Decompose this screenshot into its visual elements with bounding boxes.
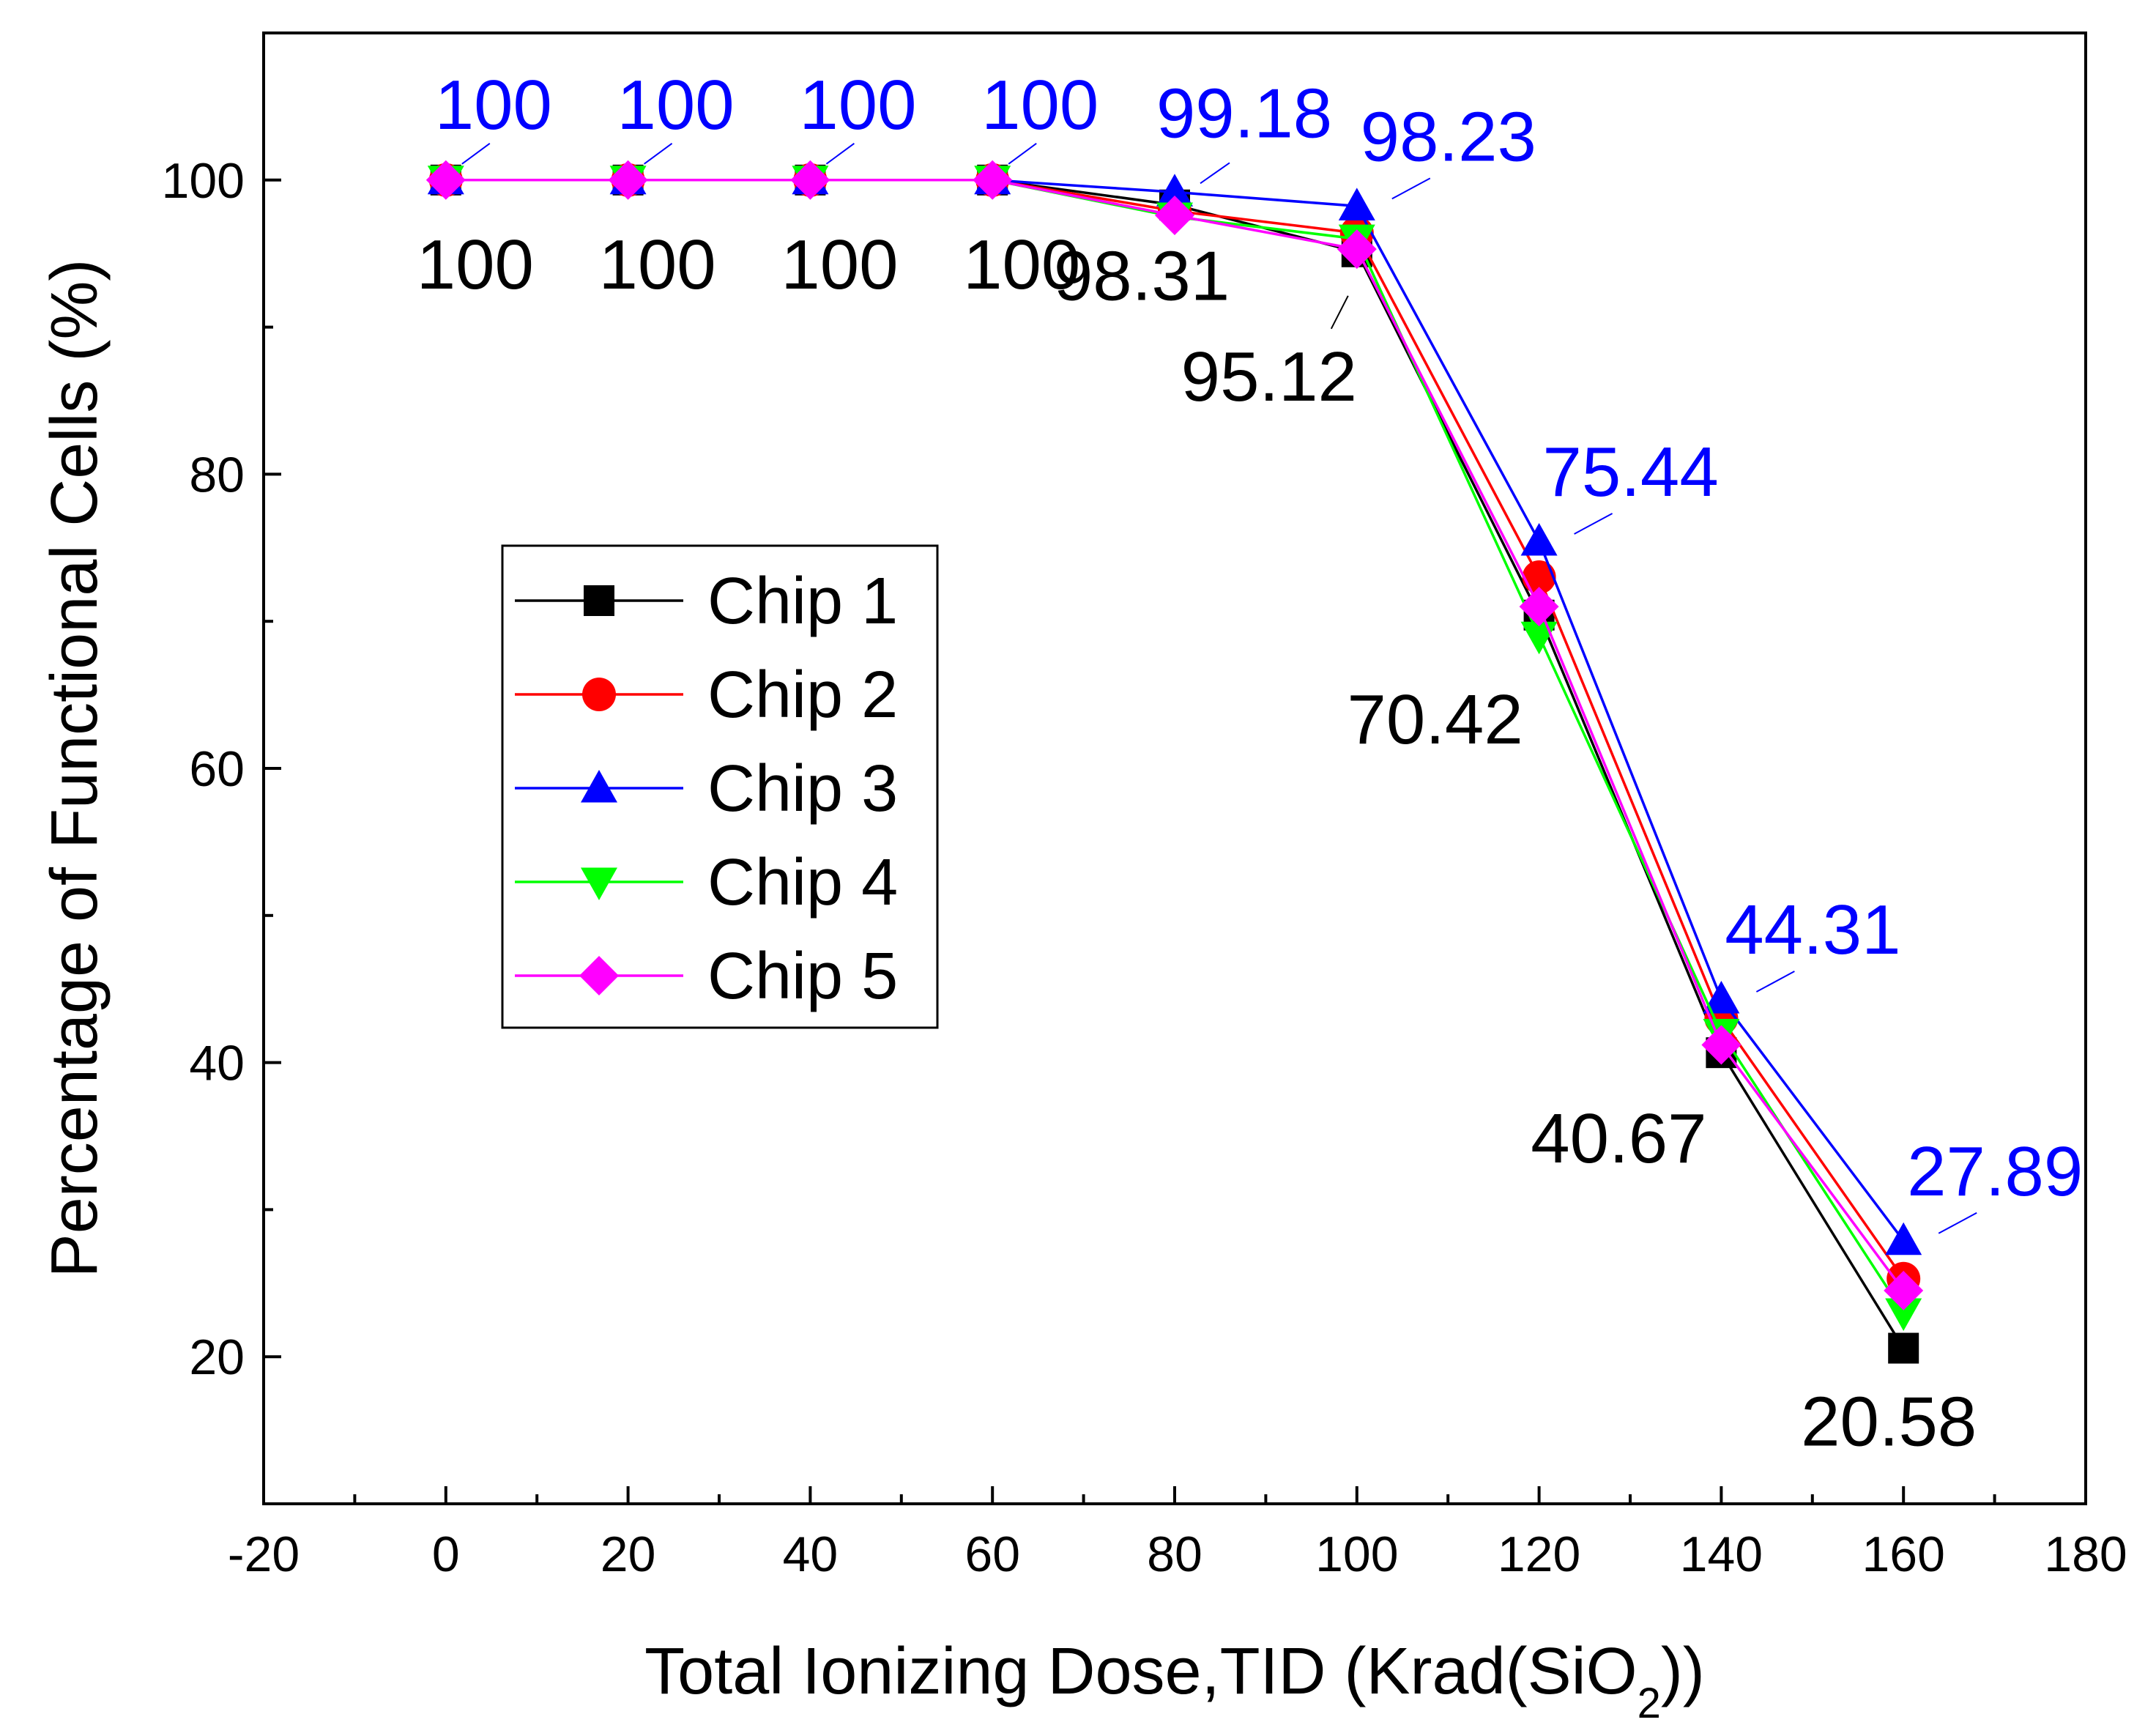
y-axis-title: Percentage of Functional Cells (%) [38, 259, 111, 1278]
x-tick-label: 120 [1498, 1527, 1580, 1582]
series-layer [425, 160, 1924, 1364]
x-tick-label: 40 [783, 1527, 839, 1582]
legend-marker [581, 867, 617, 900]
y-tick-label: 80 [189, 447, 245, 502]
legend-label: Chip 5 [707, 940, 898, 1013]
data-point [1337, 229, 1377, 270]
legend-marker [579, 956, 619, 995]
data-point [1522, 560, 1556, 594]
y-tick-label: 60 [189, 741, 245, 797]
data-label: 100 [963, 226, 1080, 304]
data-label: 100 [599, 226, 716, 304]
data-label: 99.18 [1156, 74, 1332, 152]
legend-entry: Chip 1 [515, 565, 898, 638]
legend-entry: Chip 2 [515, 659, 898, 732]
x-tick-label: 160 [1862, 1527, 1944, 1582]
x-tick-label: 140 [1680, 1527, 1763, 1582]
legend-label: Chip 1 [707, 565, 898, 638]
data-point [1338, 188, 1375, 220]
data-point [1885, 1298, 1922, 1331]
data-label: 44.31 [1725, 891, 1900, 969]
data-point [1520, 522, 1558, 556]
data-label-leader [1391, 177, 1431, 200]
legend-label: Chip 2 [707, 659, 898, 732]
x-tick-label: 60 [964, 1527, 1020, 1582]
y-tick-label: 40 [189, 1036, 245, 1091]
legend-entry: Chip 4 [515, 846, 898, 919]
data-label: 100 [781, 226, 898, 304]
plot-frame-layer [262, 31, 2087, 1505]
data-label: 100 [617, 66, 735, 144]
data-label-leader [461, 142, 491, 165]
data-label-leader [1938, 1212, 1977, 1234]
legend: Chip 1 Chip 2 Chip 3 Chip 4 Chip 5 [501, 544, 939, 1029]
legend-marker [581, 770, 617, 803]
x-tick-label: 180 [2044, 1527, 2127, 1582]
plot-frame [262, 31, 2087, 1505]
data-label-leader [1330, 295, 1349, 330]
data-label: 100 [417, 226, 534, 304]
data-label-leader [1755, 971, 1795, 993]
legend-entry: Chip 3 [515, 752, 898, 826]
data-point [1701, 1025, 1741, 1065]
data-label: 100 [981, 66, 1099, 144]
data-point [608, 160, 648, 200]
x-tick-label: 20 [601, 1527, 656, 1582]
data-label: 20.58 [1801, 1383, 1977, 1461]
data-label: 100 [435, 66, 552, 144]
data-point [973, 160, 1013, 200]
series-chip-5 [425, 160, 1924, 1310]
x-tick-label: 0 [432, 1527, 460, 1582]
data-point [1519, 587, 1559, 627]
data-label: 100 [799, 66, 916, 144]
data-label: 27.89 [1907, 1132, 2083, 1211]
data-label: 98.31 [1054, 237, 1230, 316]
legend-marker [582, 678, 616, 711]
data-label: 98.23 [1361, 97, 1536, 176]
data-point [1884, 1270, 1924, 1310]
annotations-layer: 100 100 100 100 99.18 98.23 75.44 44.31 27.89 100… [417, 66, 2083, 1461]
data-point [790, 160, 830, 200]
x-axis-title-subscript: 2 [1638, 1680, 1661, 1727]
legend-box [501, 544, 939, 1029]
x-tick-label: 80 [1147, 1527, 1202, 1582]
legend-entry: Chip 5 [515, 940, 898, 1013]
y-tick-label: 20 [189, 1329, 245, 1385]
data-label: 75.44 [1542, 433, 1718, 511]
data-point [1156, 174, 1193, 207]
data-point [1155, 195, 1194, 235]
data-label-leader [1574, 513, 1613, 535]
data-label: 95.12 [1181, 338, 1357, 416]
data-point [1888, 1332, 1919, 1364]
x-tick-label: 100 [1315, 1527, 1398, 1582]
legend-label: Chip 4 [707, 846, 898, 919]
data-point [425, 160, 466, 200]
data-label: 40.67 [1531, 1099, 1706, 1178]
legend-label: Chip 3 [707, 752, 898, 826]
data-label-leader [825, 142, 855, 165]
data-label: 70.42 [1347, 680, 1523, 759]
data-point [1885, 1222, 1922, 1255]
data-label-leader [644, 142, 673, 165]
data-point [1703, 981, 1740, 1014]
legend-marker [584, 585, 614, 616]
y-tick-label: 100 [162, 153, 245, 209]
x-axis-title-tail: )) [1661, 1635, 1705, 1708]
data-label-leader [1200, 162, 1230, 185]
x-tick-label: -20 [228, 1527, 300, 1582]
data-label-leader [1008, 142, 1037, 165]
